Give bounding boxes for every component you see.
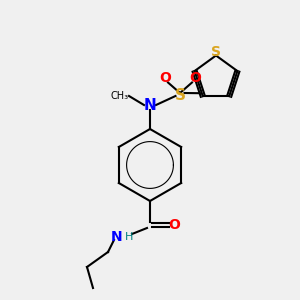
Text: O: O — [159, 71, 171, 85]
Text: S: S — [175, 88, 185, 104]
Text: S: S — [211, 46, 221, 59]
Text: O: O — [189, 71, 201, 85]
Text: O: O — [168, 218, 180, 232]
Text: CH₃: CH₃ — [111, 91, 129, 101]
Text: N: N — [144, 98, 156, 112]
Text: H: H — [125, 232, 133, 242]
Text: N: N — [111, 230, 123, 244]
